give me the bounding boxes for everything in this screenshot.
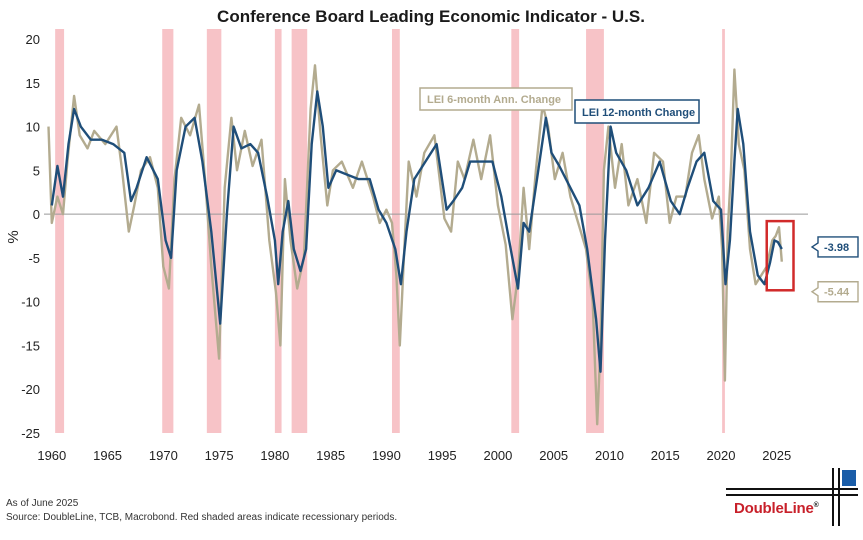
legend: LEI 6-month Ann. Change LEI 12-month Chan… (419, 87, 700, 124)
doubleline-logo: DoubleLine® (726, 468, 858, 526)
y-axis-ticks: 20 15 10 5 0 -5 -10 -15 -20 -25 (21, 32, 40, 441)
y-tick-label: 5 (33, 163, 40, 178)
x-tick-label: 1960 (37, 448, 66, 463)
end-label-box (810, 281, 859, 303)
end-label-value: -5.44 (824, 287, 850, 299)
lei-chart: Conference Board Leading Economic Indica… (5, 7, 859, 463)
y-tick-label: -10 (21, 295, 40, 310)
x-tick-label: 2005 (539, 448, 568, 463)
recession-band-4 (291, 29, 308, 433)
end-label-box (810, 236, 859, 258)
x-tick-label: 2020 (707, 448, 736, 463)
footer-source: Source: DoubleLine, TCB, Macrobond. Red … (6, 512, 398, 523)
legend-label-12-month: LEI 12-month Change (582, 107, 695, 119)
y-tick-label: 10 (26, 120, 40, 135)
x-tick-label: 2000 (483, 448, 512, 463)
end-label-value: -3.98 (824, 242, 849, 254)
x-tick-label: 1970 (149, 448, 178, 463)
recession-band-0 (55, 29, 65, 433)
x-axis-ticks: 1960 1965 1970 1975 1980 1985 1990 1995 2000 2005… (37, 448, 791, 463)
x-tick-label: 1975 (205, 448, 234, 463)
logo-wordmark: DoubleLine® (734, 500, 819, 517)
footer-date: As of June 2025 (6, 498, 79, 509)
x-tick-label: 2015 (651, 448, 680, 463)
x-tick-label: 1990 (372, 448, 401, 463)
y-tick-label: -20 (21, 382, 40, 397)
series-lei-12-month (50, 90, 783, 373)
recession-band-1 (162, 29, 174, 433)
series-lei-6-month (47, 64, 783, 426)
recession-band-7 (586, 29, 604, 433)
recession-band-8 (722, 29, 725, 433)
recession-band-6 (511, 29, 520, 433)
x-tick-label: 1985 (316, 448, 345, 463)
end-value-labels: -3.98 -5.44 (810, 236, 859, 303)
y-axis-label: % (5, 230, 22, 243)
recession-band-5 (391, 29, 400, 433)
legend-label-6-month: LEI 6-month Ann. Change (427, 94, 561, 106)
recession-band-3 (274, 29, 282, 433)
x-tick-label: 1980 (260, 448, 289, 463)
y-tick-label: 15 (26, 76, 40, 91)
y-tick-label: -5 (28, 251, 40, 266)
x-tick-label: 1995 (428, 448, 457, 463)
y-tick-label: -15 (21, 338, 40, 353)
highlight-rectangle (765, 219, 795, 292)
x-tick-label: 2025 (762, 448, 791, 463)
chart-title: Conference Board Leading Economic Indica… (217, 7, 645, 26)
legend-box-12-month (574, 99, 700, 124)
y-tick-label: 20 (26, 32, 40, 47)
series-lines (47, 64, 783, 426)
legend-box-6-month (419, 87, 573, 111)
y-tick-label: -25 (21, 426, 40, 441)
highlight-box (765, 219, 795, 292)
y-tick-label: 0 (33, 207, 40, 222)
x-tick-label: 2010 (595, 448, 624, 463)
x-tick-label: 1965 (93, 448, 122, 463)
